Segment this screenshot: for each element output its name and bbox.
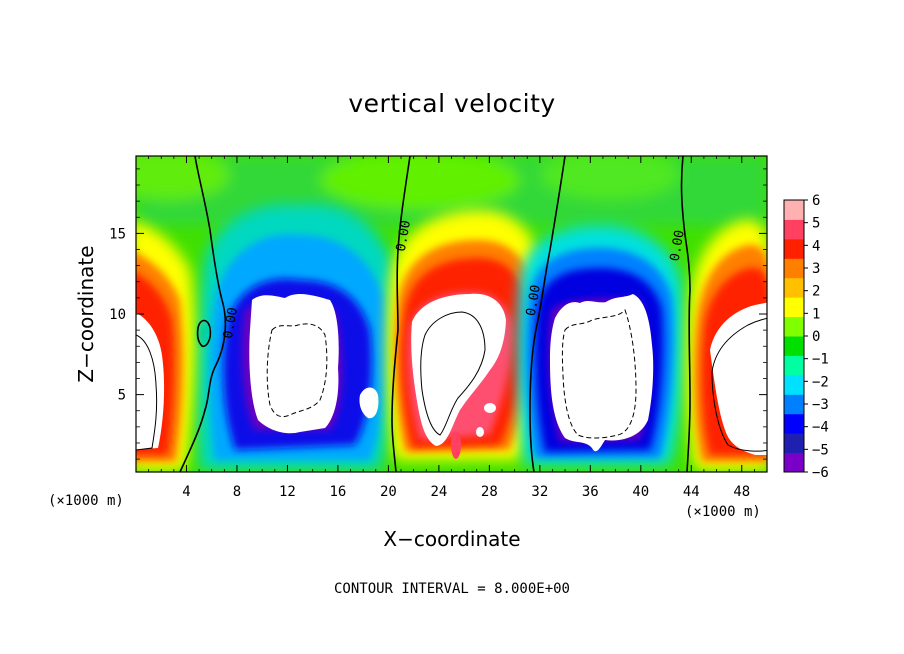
colorbar-swatch bbox=[784, 394, 804, 415]
small-updraft bbox=[451, 431, 461, 459]
colorbar-tick-label: −5 bbox=[812, 442, 829, 458]
x-tick-label: 28 bbox=[481, 484, 498, 500]
x-unit-right: (×1000 m) bbox=[685, 504, 761, 520]
x-tick-label: 36 bbox=[582, 484, 599, 500]
x-tick-label: 12 bbox=[279, 484, 296, 500]
contour-updraft-left bbox=[136, 334, 158, 451]
x-tick-label: 48 bbox=[733, 484, 750, 500]
colorbar-tick-label: 6 bbox=[812, 193, 820, 209]
x-unit-left: (×1000 m) bbox=[48, 493, 124, 509]
chart-title: vertical velocity bbox=[348, 89, 555, 118]
x-tick-label: 4 bbox=[182, 484, 190, 500]
y-axis-label: Z−coordinate bbox=[74, 245, 98, 382]
colorbar-swatch bbox=[784, 297, 804, 318]
colorbar-swatch bbox=[784, 200, 804, 220]
colorbar: 6 5 4 3 2 1 0 −1 −2 −3 −4 −5 −6 bbox=[783, 193, 829, 481]
colorbar-swatch bbox=[784, 336, 804, 356]
colorbar-tick-label: 4 bbox=[812, 238, 820, 254]
updraft-left bbox=[136, 221, 195, 470]
contour-downdraft-left bbox=[266, 323, 328, 418]
x-tick-label: 44 bbox=[683, 484, 700, 500]
x-tick-label: 16 bbox=[329, 484, 346, 500]
downdraft-right bbox=[516, 225, 685, 465]
contour-downdraft-right bbox=[561, 309, 637, 439]
y-tick-label: 15 bbox=[109, 226, 126, 242]
contour-label: 0.00 bbox=[524, 284, 544, 317]
zero-contour-2 bbox=[391, 156, 411, 472]
colorbar-tick-label: −3 bbox=[812, 397, 829, 413]
zero-contour-4 bbox=[680, 156, 691, 472]
colorbar-tick-label: −1 bbox=[812, 352, 829, 368]
contour-updraft-center bbox=[420, 311, 486, 436]
colorbar-tick-label: −2 bbox=[812, 374, 829, 390]
colorbar-tick-label: −6 bbox=[812, 465, 829, 481]
colorbar-swatch bbox=[784, 355, 804, 376]
colorbar-swatch bbox=[784, 316, 804, 337]
x-tick-label: 20 bbox=[380, 484, 397, 500]
zero-contour-3 bbox=[529, 156, 566, 472]
colorbar-tick-label: 0 bbox=[812, 329, 820, 345]
colorbar-swatch bbox=[784, 374, 804, 395]
x-tick-label: 24 bbox=[430, 484, 447, 500]
colorbar-ticks: 6 5 4 3 2 1 0 −1 −2 −3 −4 −5 −6 bbox=[804, 193, 829, 481]
y-tick-label: 5 bbox=[118, 388, 126, 404]
colorbar-swatch bbox=[784, 258, 804, 279]
colorbar-swatch bbox=[784, 219, 804, 240]
contour-label: 0.00 bbox=[221, 306, 241, 339]
contour-label: 0.00 bbox=[668, 229, 688, 262]
contour-small-loop bbox=[196, 319, 212, 348]
colorbar-swatch bbox=[784, 433, 804, 454]
colorbar-tick-label: 5 bbox=[812, 216, 820, 232]
y-tick-label: 10 bbox=[109, 307, 126, 323]
x-tick-label: 32 bbox=[531, 484, 548, 500]
y-axis-ticks: 5 10 15 bbox=[109, 168, 767, 460]
colorbar-swatch bbox=[784, 277, 804, 298]
colorbar-swatch bbox=[784, 238, 804, 259]
updraft-right bbox=[686, 219, 767, 470]
colorbar-tick-label: 3 bbox=[812, 261, 820, 277]
colorbar-tick-label: 1 bbox=[812, 306, 820, 322]
contour-lines bbox=[136, 156, 767, 472]
colorbar-tick-label: −4 bbox=[812, 420, 829, 436]
upper-band bbox=[136, 156, 767, 226]
colorbar-swatch bbox=[784, 413, 804, 434]
colorbar-tick-label: 2 bbox=[812, 284, 820, 300]
plot-area: 0.000.000.000.00 4 8 12 16 20 24 28 32 36 40 44 48 … bbox=[109, 155, 768, 500]
small-blob bbox=[198, 324, 210, 344]
downdraft-left bbox=[196, 204, 397, 470]
x-axis-label: X−coordinate bbox=[383, 527, 520, 551]
colorbar-swatch bbox=[784, 452, 804, 473]
contour-updraft-right bbox=[711, 317, 767, 452]
zero-contour-1 bbox=[179, 156, 227, 472]
colorbar-swatches bbox=[784, 200, 804, 473]
x-tick-label: 40 bbox=[632, 484, 649, 500]
contour-labels: 0.00 0.00 0.00 0.00 bbox=[221, 219, 688, 340]
x-tick-label: 8 bbox=[233, 484, 241, 500]
x-axis-ticks: 4 8 12 16 20 24 28 32 36 40 44 48 bbox=[148, 156, 755, 500]
contour-interval-note: CONTOUR INTERVAL = 8.000E+00 bbox=[334, 581, 570, 597]
contour-label: 0.00 bbox=[394, 219, 414, 252]
updraft-center bbox=[386, 210, 546, 460]
